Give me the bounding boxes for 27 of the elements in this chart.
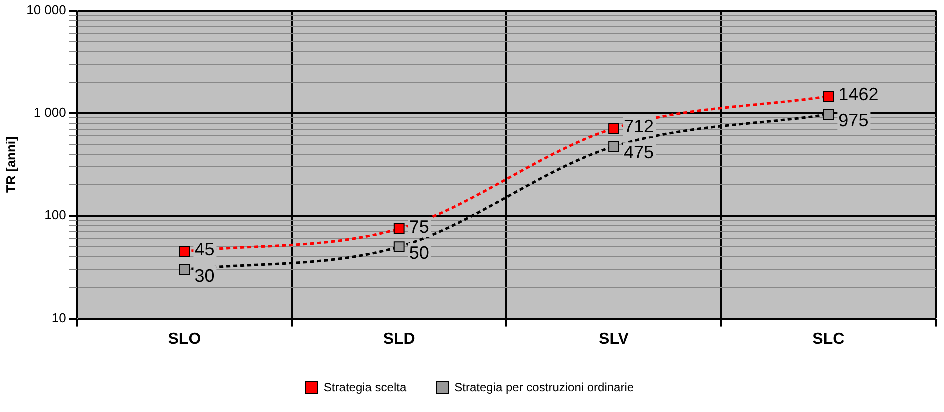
y-tick-label: 1 000 <box>34 105 66 120</box>
data-label: 1462 <box>838 84 879 104</box>
x-tick-label: SLC <box>812 330 846 348</box>
data-label: 30 <box>194 266 215 286</box>
x-tick-label: SLD <box>383 330 416 348</box>
point <box>394 224 405 234</box>
data-label: 50 <box>409 243 430 264</box>
data-label: 712 <box>624 116 654 137</box>
point <box>608 141 620 152</box>
data-label: 475 <box>624 142 654 163</box>
data-label: 975 <box>838 110 869 131</box>
y-tick-label: 10 000 <box>26 2 66 18</box>
point <box>823 109 834 120</box>
point <box>179 264 190 276</box>
data-label: 75 <box>409 216 430 237</box>
point <box>608 123 620 134</box>
y-tick-label: 10 <box>52 310 66 326</box>
legend-label: Strategia per costruzioni ordinarie <box>454 380 634 394</box>
data-label: 45 <box>194 240 215 260</box>
point <box>394 242 405 252</box>
y-tick-label: 100 <box>44 208 66 223</box>
legend-label: Strategia scelta <box>324 380 407 394</box>
y-axis-title: TR [anni] <box>3 136 18 193</box>
x-tick-label: SLV <box>599 330 630 348</box>
x-tick-label: SLO <box>168 330 202 348</box>
point <box>179 246 190 258</box>
point <box>823 91 834 102</box>
